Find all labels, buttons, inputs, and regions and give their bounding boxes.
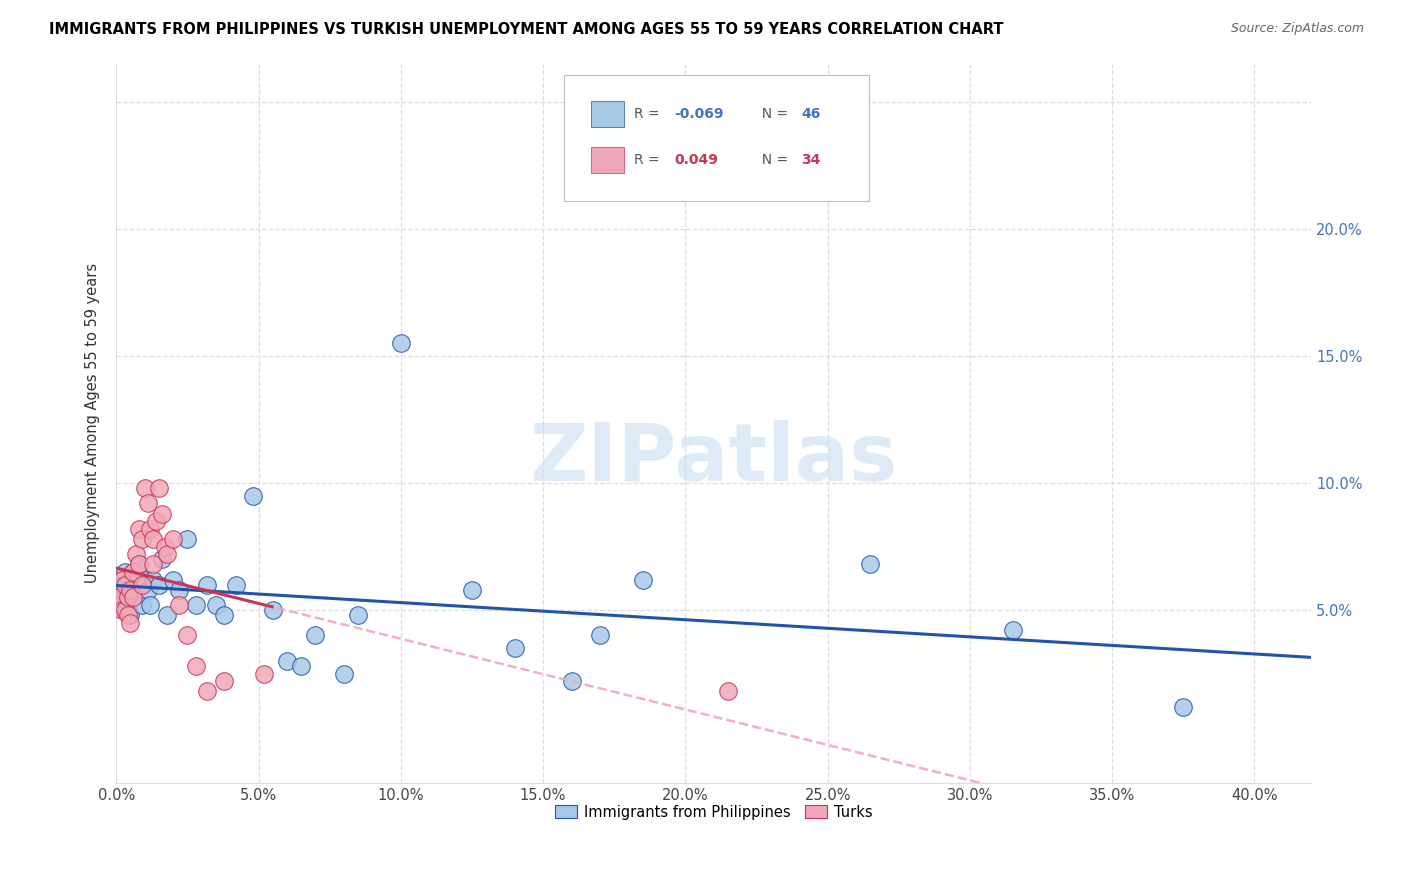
Point (561, 674, 583, 689)
Legend: Immigrants from Philippines, Turks: Immigrants from Philippines, Turks (548, 799, 879, 826)
Text: 34: 34 (801, 153, 821, 167)
Point (136, 582, 159, 597)
Text: Source: ZipAtlas.com: Source: ZipAtlas.com (1230, 22, 1364, 36)
Point (156, 608, 179, 623)
Point (139, 598, 162, 612)
Point (389, 336, 412, 351)
Point (290, 659, 312, 673)
Point (122, 565, 145, 579)
Point (150, 552, 173, 566)
Point (131, 598, 153, 612)
Point (139, 522, 162, 536)
Point (134, 481, 156, 495)
Text: -0.069: -0.069 (675, 107, 724, 121)
Point (114, 591, 136, 605)
Point (114, 565, 136, 579)
Point (214, 674, 236, 689)
Text: 0.049: 0.049 (675, 153, 718, 167)
Point (225, 577, 247, 591)
FancyBboxPatch shape (564, 75, 869, 201)
Point (148, 481, 170, 495)
Point (1001, 624, 1024, 638)
Text: R =: R = (634, 107, 664, 121)
Point (120, 573, 142, 587)
Point (120, 608, 142, 623)
Point (167, 598, 190, 612)
Point (262, 603, 284, 617)
Point (184, 598, 207, 612)
Point (1173, 699, 1195, 714)
Point (148, 577, 170, 591)
Point (111, 577, 134, 591)
Point (128, 558, 150, 572)
Text: 46: 46 (801, 107, 821, 121)
Point (120, 615, 142, 630)
Point (136, 496, 159, 510)
Point (111, 573, 134, 587)
Text: N =: N = (754, 107, 793, 121)
Point (162, 532, 184, 546)
Point (120, 582, 142, 597)
Point (242, 489, 264, 503)
Point (131, 532, 153, 546)
Point (347, 608, 370, 623)
Point (195, 577, 218, 591)
Point (276, 654, 298, 668)
Point (859, 558, 882, 572)
Point (503, 641, 526, 656)
Point (142, 558, 165, 572)
Y-axis label: Unemployment Among Ages 55 to 59 years: Unemployment Among Ages 55 to 59 years (86, 263, 100, 583)
Point (117, 591, 139, 605)
Point (114, 577, 136, 591)
Point (125, 582, 148, 597)
Point (176, 532, 198, 546)
Point (589, 628, 612, 642)
Point (108, 582, 131, 597)
Point (195, 684, 218, 698)
Point (214, 608, 236, 623)
FancyBboxPatch shape (591, 146, 624, 172)
Point (631, 573, 654, 587)
Point (111, 603, 134, 617)
Point (176, 628, 198, 642)
Point (184, 659, 207, 673)
Point (304, 628, 326, 642)
Point (156, 547, 179, 561)
Point (117, 608, 139, 623)
Point (162, 573, 184, 587)
Point (108, 591, 131, 605)
Point (111, 598, 134, 612)
FancyBboxPatch shape (591, 102, 624, 128)
Point (125, 573, 148, 587)
Point (150, 507, 173, 521)
Text: IMMIGRANTS FROM PHILIPPINES VS TURKISH UNEMPLOYMENT AMONG AGES 55 TO 59 YEARS CO: IMMIGRANTS FROM PHILIPPINES VS TURKISH U… (49, 22, 1004, 37)
Point (131, 577, 153, 591)
Point (125, 547, 148, 561)
Point (117, 603, 139, 617)
Point (114, 603, 136, 617)
Point (153, 540, 176, 554)
Point (117, 591, 139, 605)
Text: ZIPatlas: ZIPatlas (530, 420, 898, 499)
Point (122, 591, 145, 605)
Text: R =: R = (634, 153, 668, 167)
Point (134, 573, 156, 587)
Point (145, 514, 167, 528)
Point (717, 684, 740, 698)
Point (142, 532, 165, 546)
Point (122, 577, 145, 591)
Point (333, 666, 356, 681)
Point (128, 522, 150, 536)
Point (167, 582, 190, 597)
Point (128, 558, 150, 572)
Point (142, 573, 165, 587)
Point (253, 666, 276, 681)
Text: N =: N = (754, 153, 793, 167)
Point (205, 598, 228, 612)
Point (461, 582, 484, 597)
Point (122, 565, 145, 579)
